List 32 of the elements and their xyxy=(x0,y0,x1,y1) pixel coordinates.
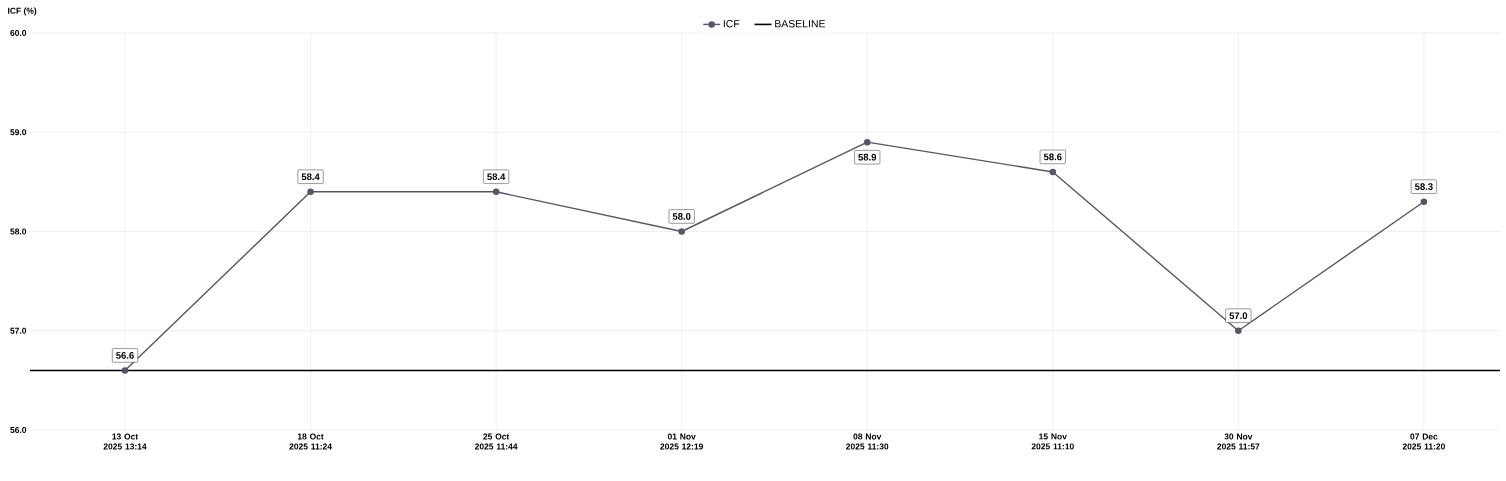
x-tick-label: 13 Oct 2025 13:14 xyxy=(103,433,147,450)
data-label: 57.0 xyxy=(1229,312,1248,320)
y-tick-label: 60.0 xyxy=(10,30,27,36)
point xyxy=(492,188,500,196)
point xyxy=(863,138,871,146)
y-tick-label: 58.0 xyxy=(10,228,27,235)
data-label: 58.0 xyxy=(672,213,691,220)
y-tick-label: 56.0 xyxy=(10,427,27,433)
point xyxy=(678,228,685,235)
data-label: 58.9 xyxy=(858,153,877,161)
data-label: 56.6 xyxy=(116,352,134,359)
point xyxy=(121,367,129,374)
x-tick-label: 18 Oct 2025 11:24 xyxy=(289,433,332,450)
data-label: 58.4 xyxy=(487,173,506,181)
x-tick-label: 01 Nov 2025 12:19 xyxy=(660,433,703,450)
y-axis-title: ICF (%) xyxy=(8,7,37,16)
x-tick-label: 15 Nov 2025 11:10 xyxy=(1031,433,1074,450)
data-label: 58.3 xyxy=(1414,183,1433,191)
point xyxy=(307,188,314,196)
point xyxy=(1235,327,1242,335)
point xyxy=(1420,198,1428,206)
data-label: 58.6 xyxy=(1043,153,1062,161)
x-tick-label: 07 Dec 2025 11:20 xyxy=(1402,433,1445,450)
x-tick-label: 25 Oct 2025 11:44 xyxy=(474,433,518,450)
y-tick-label: 59.0 xyxy=(10,129,27,136)
x-tick-label: 30 Nov 2025 11:57 xyxy=(1217,433,1260,450)
y-tick-label: 57.0 xyxy=(10,327,27,334)
legend-label: BASELINE xyxy=(775,20,826,28)
x-tick-label: 08 Nov 2025 11:30 xyxy=(846,433,889,450)
legend-label: ICF xyxy=(723,20,740,28)
data-label: 58.4 xyxy=(301,173,320,181)
point xyxy=(1049,168,1057,176)
